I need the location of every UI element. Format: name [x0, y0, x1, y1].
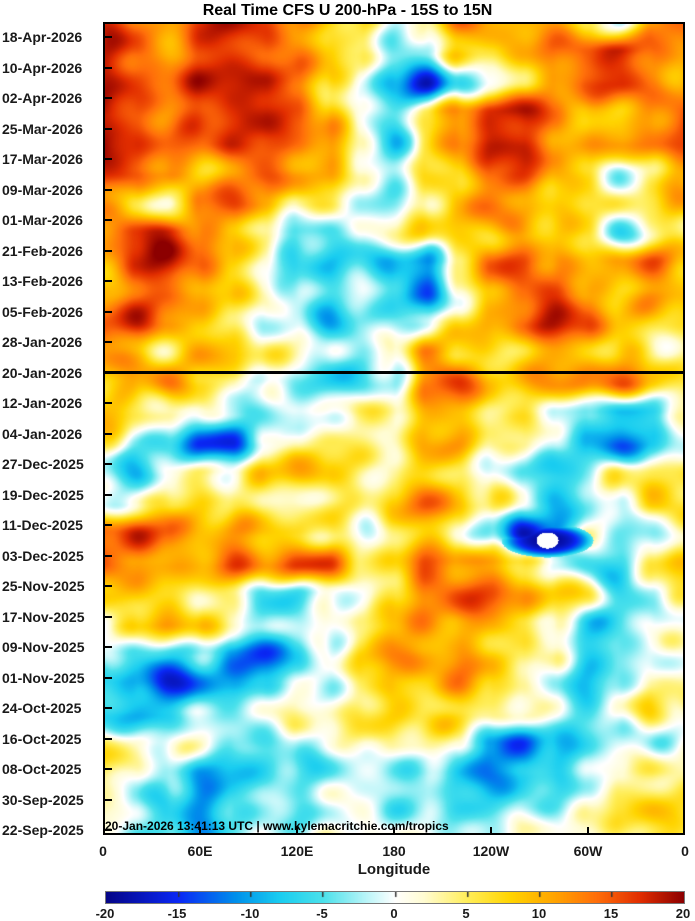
y-tick-label: 25-Nov-2025 — [2, 578, 85, 594]
y-axis-tick — [105, 433, 112, 435]
y-tick-label: 22-Sep-2025 — [2, 822, 84, 838]
y-tick-label: 18-Apr-2026 — [2, 29, 83, 45]
y-axis-tick — [105, 646, 112, 648]
y-tick-label: 11-Dec-2025 — [2, 517, 83, 533]
y-tick-label: 02-Apr-2026 — [2, 90, 83, 106]
colorbar-tick-label: 20 — [675, 906, 691, 921]
heatmap-plot: 20-Jan-2026 13:41:13 UTC | www.kylemacri… — [103, 22, 685, 835]
y-tick-label: 03-Dec-2025 — [2, 548, 84, 564]
y-axis-tick — [105, 555, 112, 557]
y-axis-tick — [105, 829, 112, 831]
x-axis-tick — [683, 827, 685, 833]
y-axis-tick — [105, 189, 112, 191]
colorbar-tick-label: -15 — [167, 906, 187, 921]
y-tick-label: 10-Apr-2026 — [2, 60, 83, 76]
y-axis-tick — [105, 677, 112, 679]
heatmap-canvas — [103, 22, 685, 835]
y-tick-label: 20-Jan-2026 — [2, 365, 83, 381]
colorbar-canvas — [106, 892, 684, 903]
y-tick-label: 16-Oct-2025 — [2, 731, 82, 747]
x-axis-tick — [296, 827, 298, 833]
y-axis-tick — [105, 311, 112, 313]
y-axis-tick — [105, 494, 112, 496]
x-axis-tick — [587, 827, 589, 833]
y-axis-tick — [105, 616, 112, 618]
colorbar — [105, 891, 685, 904]
colorbar-tick-label: -20 — [95, 906, 115, 921]
y-tick-label: 01-Nov-2025 — [2, 670, 85, 686]
y-axis-tick — [105, 219, 112, 221]
x-tick-label: 180 — [382, 843, 406, 859]
y-axis-tick — [105, 585, 112, 587]
y-tick-label: 12-Jan-2026 — [2, 395, 83, 411]
y-tick-label: 30-Sep-2025 — [2, 792, 84, 808]
x-axis-tick — [393, 827, 395, 833]
y-tick-label: 19-Dec-2025 — [2, 487, 84, 503]
y-tick-label: 05-Feb-2026 — [2, 304, 83, 320]
y-axis-tick — [105, 36, 112, 38]
x-tick-label: 0 — [681, 843, 689, 859]
colorbar-tick-label: 10 — [531, 906, 547, 921]
y-axis-tick — [105, 158, 112, 160]
y-axis-tick — [105, 799, 112, 801]
y-tick-label: 25-Mar-2026 — [2, 121, 83, 137]
colorbar-tick-label: 15 — [603, 906, 619, 921]
colorbar-tick-label: 5 — [462, 906, 470, 921]
x-tick-label: 60E — [187, 843, 213, 859]
y-tick-label: 21-Feb-2026 — [2, 243, 83, 259]
y-tick-label: 01-Mar-2026 — [2, 212, 83, 228]
colorbar-tick-label: -5 — [316, 906, 328, 921]
y-axis-tick — [105, 67, 112, 69]
y-axis-tick — [105, 280, 112, 282]
y-tick-label: 27-Dec-2025 — [2, 456, 84, 472]
y-axis-tick — [105, 250, 112, 252]
y-axis-tick — [105, 341, 112, 343]
y-tick-label: 09-Nov-2025 — [2, 639, 85, 655]
y-axis-tick — [105, 97, 112, 99]
colorbar-tick-label: -10 — [240, 906, 260, 921]
y-tick-label: 09-Mar-2026 — [2, 182, 83, 198]
x-axis-tick — [199, 827, 201, 833]
colorbar-tick-label: 0 — [390, 906, 398, 921]
y-tick-label: 24-Oct-2025 — [2, 700, 82, 716]
x-tick-label: 60W — [573, 843, 603, 859]
y-tick-label: 04-Jan-2026 — [2, 426, 83, 442]
y-axis-tick — [105, 738, 112, 740]
y-tick-label: 08-Oct-2025 — [2, 761, 82, 777]
x-axis-title: Longitude — [357, 861, 431, 878]
y-axis-tick — [105, 463, 112, 465]
y-tick-label: 13-Feb-2026 — [2, 273, 83, 289]
y-axis-tick — [105, 768, 112, 770]
y-axis-tick — [105, 128, 112, 130]
timestamp-annotation: 20-Jan-2026 13:41:13 UTC | www.kylemacri… — [105, 819, 449, 833]
y-tick-label: 17-Nov-2025 — [2, 609, 85, 625]
y-tick-label: 17-Mar-2026 — [2, 151, 83, 167]
y-axis-tick — [105, 524, 112, 526]
chart-title: Real Time CFS U 200-hPa - 15S to 15N — [202, 2, 493, 19]
x-tick-label: 120W — [472, 843, 510, 859]
y-axis-tick — [105, 372, 112, 374]
x-tick-label: 120E — [280, 843, 314, 859]
y-tick-label: 28-Jan-2026 — [2, 334, 83, 350]
y-axis-tick — [105, 707, 112, 709]
y-axis-tick — [105, 402, 112, 404]
x-axis-tick — [490, 827, 492, 833]
x-axis-tick — [103, 827, 105, 833]
x-tick-label: 0 — [99, 843, 107, 859]
